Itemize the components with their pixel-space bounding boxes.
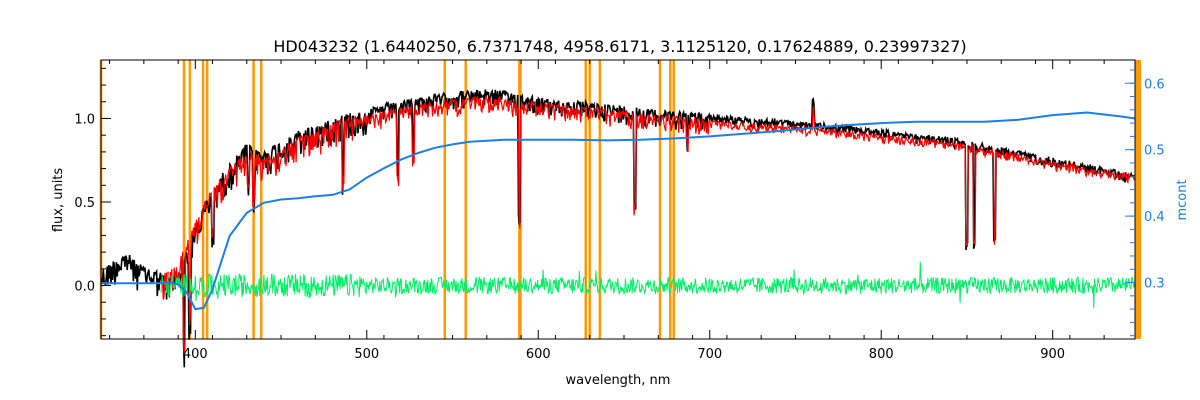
- x-tick-label-4: 800: [869, 347, 894, 362]
- y2-tick-label-3: 0.6: [1144, 77, 1165, 92]
- series-observed: [100, 88, 1135, 368]
- series-model: [160, 95, 1136, 354]
- series-group: [100, 88, 1136, 368]
- plot-frame: [100, 59, 1136, 340]
- y2-tick-label-1: 0.4: [1144, 210, 1165, 225]
- y-axis-title: flux, units: [51, 168, 66, 233]
- right-edge-marker: [1135, 60, 1141, 339]
- axes: 400 500 600 700 800 900 0.0 0.5 1.0 0.3 0.4 0.5 0.6: [74, 60, 1165, 362]
- x-tick-label-3: 700: [697, 347, 722, 362]
- y-tick-label-1: 0.5: [74, 196, 95, 211]
- chart-title: HD043232 (1.6440250, 6.7371748, 4958.617…: [273, 37, 966, 56]
- y2-tick-label-0: 0.3: [1144, 277, 1165, 292]
- y-tick-label-2: 1.0: [74, 112, 95, 127]
- x-tick-label-0: 400: [183, 347, 208, 362]
- x-tick-label-1: 500: [354, 347, 379, 362]
- series-residual: [160, 261, 1136, 309]
- y2-tick-label-2: 0.5: [1144, 144, 1165, 159]
- series-continuum: [101, 111, 1136, 311]
- x-tick-label-2: 600: [526, 347, 551, 362]
- x-axis-title: wavelength, nm: [566, 373, 671, 388]
- y2-axis-title: mcont: [1175, 179, 1190, 220]
- x-tick-label-5: 900: [1040, 347, 1065, 362]
- marker-lines: [99, 60, 1141, 339]
- y-tick-label-0: 0.0: [74, 280, 95, 295]
